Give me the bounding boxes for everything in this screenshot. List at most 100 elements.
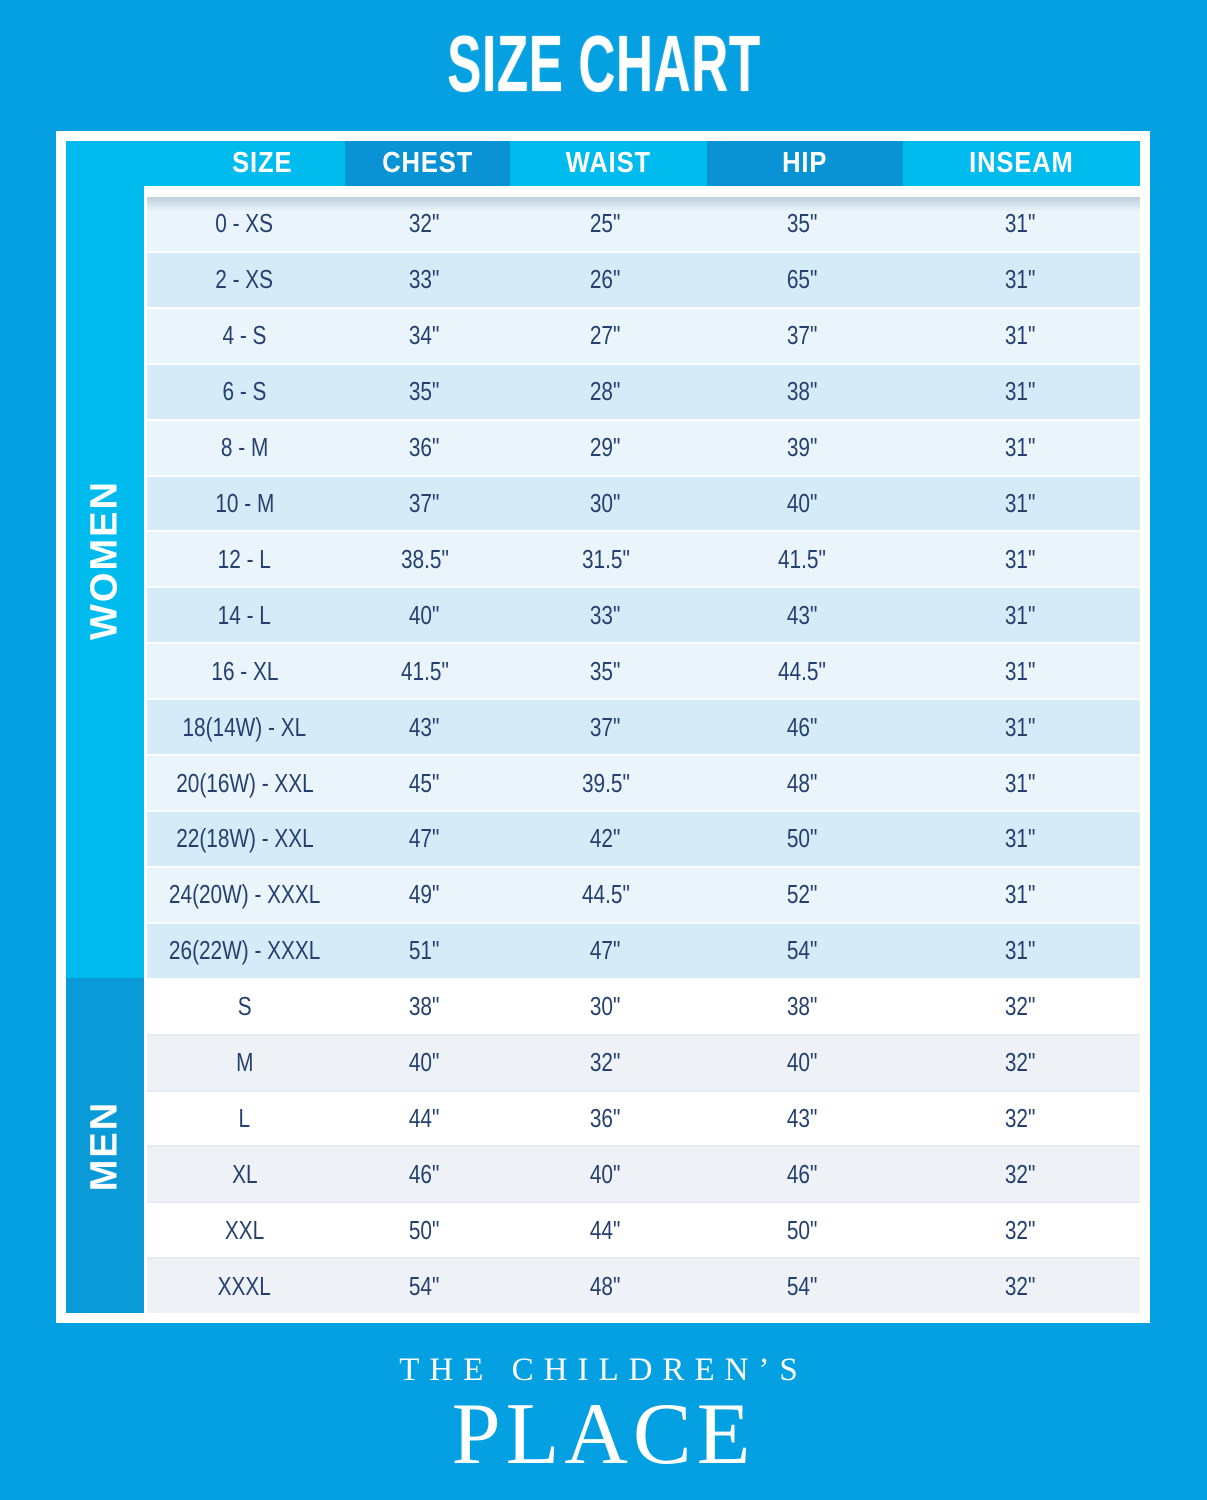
cell-size: 14 - L	[217, 599, 272, 630]
cell-hip: 37"	[786, 320, 818, 351]
cell-inseam: 31"	[1004, 320, 1036, 351]
table-row: 20(16W) - XXL 45" 39.5" 48" 31"	[147, 754, 1140, 810]
cell-hip: 65"	[786, 264, 818, 295]
cell-chest: 38"	[409, 991, 440, 1022]
column-header-chest-label: CHEST	[382, 147, 473, 179]
table-row: 10 - M 37" 30" 40" 31"	[147, 474, 1140, 531]
table-row: 26(22W) - XXXL 51" 47" 54" 31"	[147, 921, 1140, 978]
cell-chest: 37"	[409, 487, 440, 518]
cell-hip: 48"	[786, 767, 818, 798]
cell-chest: 38.5"	[400, 543, 449, 574]
table-row: XXXL 54" 48" 54" 32"	[147, 1257, 1140, 1314]
cell-size: 24(20W) - XXXL	[168, 879, 321, 910]
cell-size: 4 - S	[222, 320, 267, 351]
cell-waist: 39.5"	[581, 767, 630, 798]
section-strip-men: MEN	[66, 978, 144, 1313]
brand-line-1: THE CHILDREN’S	[399, 1352, 808, 1388]
cell-inseam: 32"	[1004, 1158, 1036, 1189]
table-row: S 38" 30" 38" 32"	[147, 977, 1140, 1034]
table-row: XXL 50" 44" 50" 32"	[147, 1201, 1140, 1258]
cell-hip: 38"	[786, 991, 818, 1022]
cell-size: S	[237, 991, 252, 1022]
cell-waist: 27"	[590, 320, 621, 351]
cell-size: 0 - XS	[215, 208, 274, 239]
cell-waist: 30"	[590, 991, 621, 1022]
cell-chest: 45"	[409, 767, 440, 798]
cell-inseam: 31"	[1004, 487, 1036, 518]
cell-hip: 46"	[786, 1158, 818, 1189]
cell-waist: 48"	[590, 1270, 621, 1301]
table-row: M 40" 32" 40" 32"	[147, 1033, 1140, 1090]
cell-size: XXL	[224, 1214, 265, 1245]
cell-waist: 47"	[590, 935, 621, 966]
column-header-waist: WAIST	[510, 141, 707, 186]
cell-hip: 38"	[786, 376, 818, 407]
cell-waist: 25"	[590, 208, 621, 239]
cell-chest: 40"	[409, 599, 440, 630]
cell-size: 10 - M	[215, 487, 274, 518]
cell-inseam: 31"	[1004, 432, 1036, 463]
cell-hip: 40"	[786, 1047, 818, 1078]
cell-inseam: 31"	[1004, 264, 1036, 295]
cell-inseam: 31"	[1004, 543, 1036, 574]
table-row: 4 - S 34" 27" 37" 31"	[147, 306, 1140, 363]
cell-chest: 33"	[409, 264, 440, 295]
cell-hip: 54"	[786, 935, 818, 966]
cell-waist: 29"	[590, 432, 621, 463]
cell-inseam: 31"	[1004, 376, 1036, 407]
cell-hip: 50"	[786, 823, 818, 854]
cell-size: 26(22W) - XXXL	[168, 935, 321, 966]
cell-waist: 35"	[590, 655, 621, 686]
cell-size: 2 - XS	[215, 264, 274, 295]
page-title-text: SIZE CHART	[446, 19, 761, 108]
cell-size: 18(14W) - XL	[182, 711, 307, 742]
cell-hip: 39"	[786, 432, 818, 463]
cell-size: 16 - XL	[210, 655, 279, 686]
column-header-hip: HIP	[707, 141, 903, 186]
section-strip-women: WOMEN	[66, 141, 144, 978]
cell-hip: 46"	[786, 711, 818, 742]
cell-chest: 51"	[409, 935, 440, 966]
cell-chest: 32"	[409, 208, 440, 239]
brand-logo: THE CHILDREN’S PLACE	[0, 1352, 1207, 1479]
table-row: 0 - XS 32" 25" 35" 31"	[147, 197, 1140, 251]
cell-chest: 34"	[409, 320, 440, 351]
cell-waist: 44"	[590, 1214, 621, 1245]
section-label-women: WOMEN	[83, 479, 126, 640]
table-row: 8 - M 36" 29" 39" 31"	[147, 418, 1140, 475]
cell-inseam: 32"	[1004, 991, 1036, 1022]
cell-size: XXXL	[217, 1270, 272, 1301]
cell-hip: 44.5"	[778, 655, 826, 686]
cell-chest: 35"	[409, 376, 440, 407]
cell-size: 22(18W) - XXL	[175, 823, 314, 854]
cell-hip: 52"	[786, 879, 818, 910]
column-header-inseam-label: INSEAM	[969, 147, 1074, 179]
table-row: 22(18W) - XXL 47" 42" 50" 31"	[147, 809, 1140, 866]
cell-chest: 44"	[409, 1102, 440, 1133]
table-row: 24(20W) - XXXL 49" 44.5" 52" 31"	[147, 865, 1140, 922]
table-row: 6 - S 35" 28" 38" 31"	[147, 362, 1140, 419]
cell-inseam: 31"	[1004, 208, 1036, 239]
cell-chest: 40"	[409, 1047, 440, 1078]
cell-waist: 31.5"	[581, 543, 630, 574]
cell-hip: 43"	[786, 1102, 818, 1133]
cell-inseam: 32"	[1004, 1102, 1036, 1133]
cell-chest: 36"	[409, 432, 440, 463]
cell-hip: 35"	[786, 208, 818, 239]
cell-chest: 50"	[409, 1214, 440, 1245]
table-row: 18(14W) - XL 43" 37" 46" 31"	[147, 698, 1140, 755]
column-header-size-label: SIZE	[232, 147, 293, 179]
column-header-chest: CHEST	[345, 141, 510, 186]
size-table: SIZE CHEST WAIST HIP INSEAM WOMEN MEN 0 …	[66, 141, 1140, 1314]
cell-waist: 44.5"	[581, 879, 630, 910]
cell-hip: 40"	[786, 487, 818, 518]
cell-size: 12 - L	[217, 543, 272, 574]
cell-waist: 26"	[590, 264, 621, 295]
cell-waist: 42"	[590, 823, 621, 854]
table-row: 16 - XL 41.5" 35" 44.5" 31"	[147, 642, 1140, 699]
cell-chest: 46"	[409, 1158, 440, 1189]
table-row: L 44" 36" 43" 32"	[147, 1089, 1140, 1146]
cell-size: L	[238, 1102, 251, 1133]
brand-line-2: PLACE	[451, 1386, 756, 1483]
